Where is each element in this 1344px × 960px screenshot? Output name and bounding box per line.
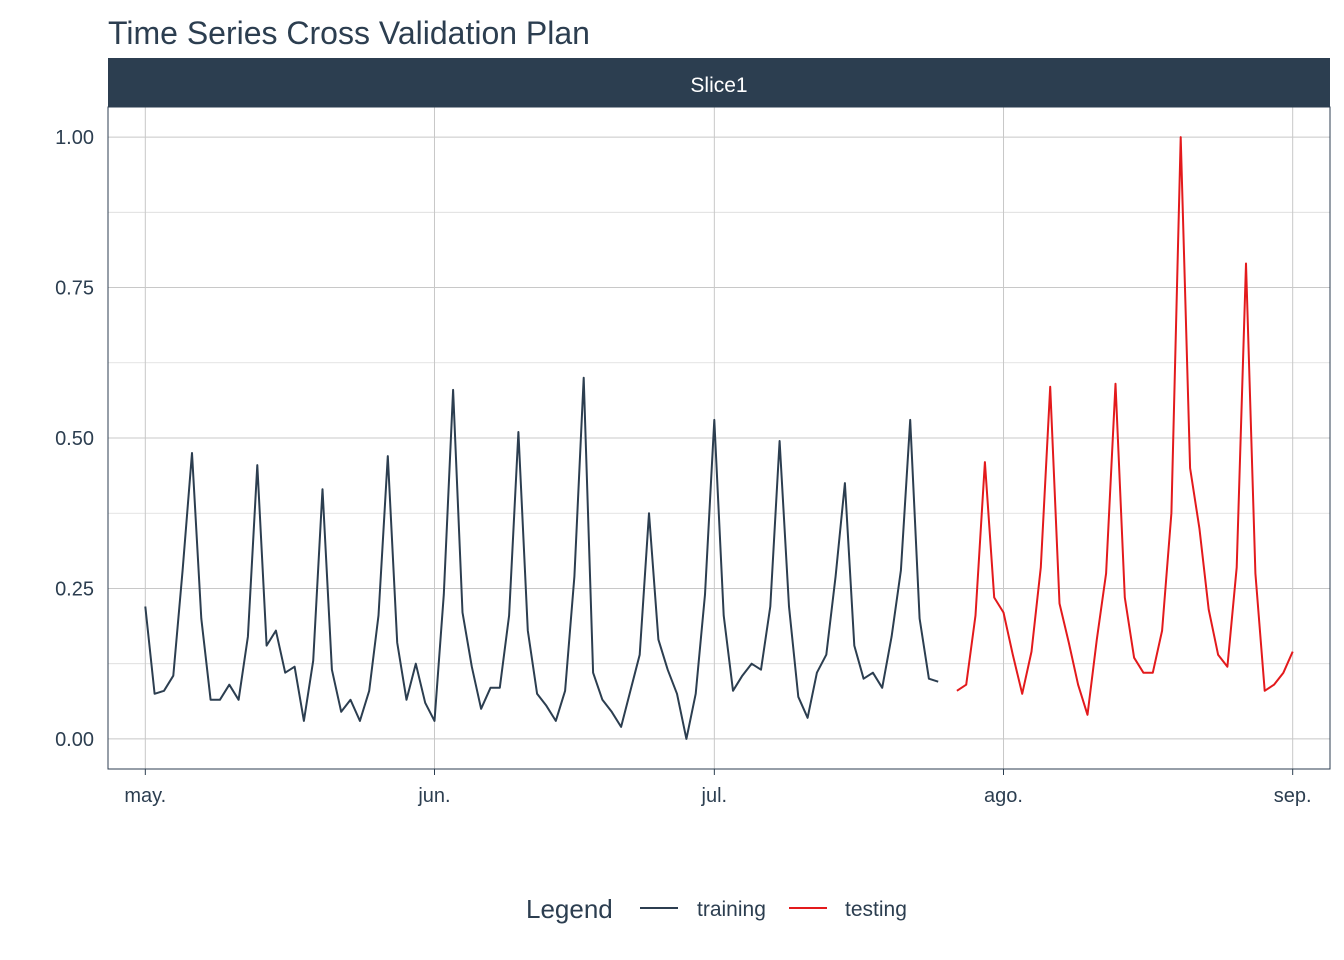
series-line-training	[144, 376, 939, 740]
y-tick-label: 0.00	[55, 729, 94, 751]
facet-label: Slice1	[690, 74, 747, 97]
x-axis: may. jun. jul. ago. sep.	[124, 769, 1312, 807]
legend: Legend training testing	[526, 894, 907, 924]
x-tick-label: jul.	[701, 785, 728, 807]
x-tick-label: sep.	[1274, 785, 1312, 807]
x-tick-label: ago.	[984, 785, 1023, 807]
y-tick-label: 0.50	[55, 428, 94, 450]
panel-border	[107, 106, 1331, 770]
y-tick-label: 0.25	[55, 578, 94, 600]
legend-title: Legend	[526, 894, 613, 924]
x-tick-label: jun.	[417, 785, 450, 807]
y-tick-label: 0.75	[55, 278, 94, 300]
facet-strip	[108, 58, 1330, 107]
y-tick-label: 1.00	[55, 127, 94, 149]
x-tick-label: may.	[124, 785, 166, 807]
chart-title: Time Series Cross Validation Plan	[108, 15, 590, 51]
series-line-testing	[956, 136, 1294, 716]
major-gridlines	[108, 107, 1330, 769]
legend-label-testing: testing	[845, 898, 907, 921]
series-lines	[144, 136, 1294, 740]
y-axis: 0.00 0.25 0.50 0.75 1.00	[55, 127, 94, 751]
legend-label-training: training	[697, 898, 766, 921]
